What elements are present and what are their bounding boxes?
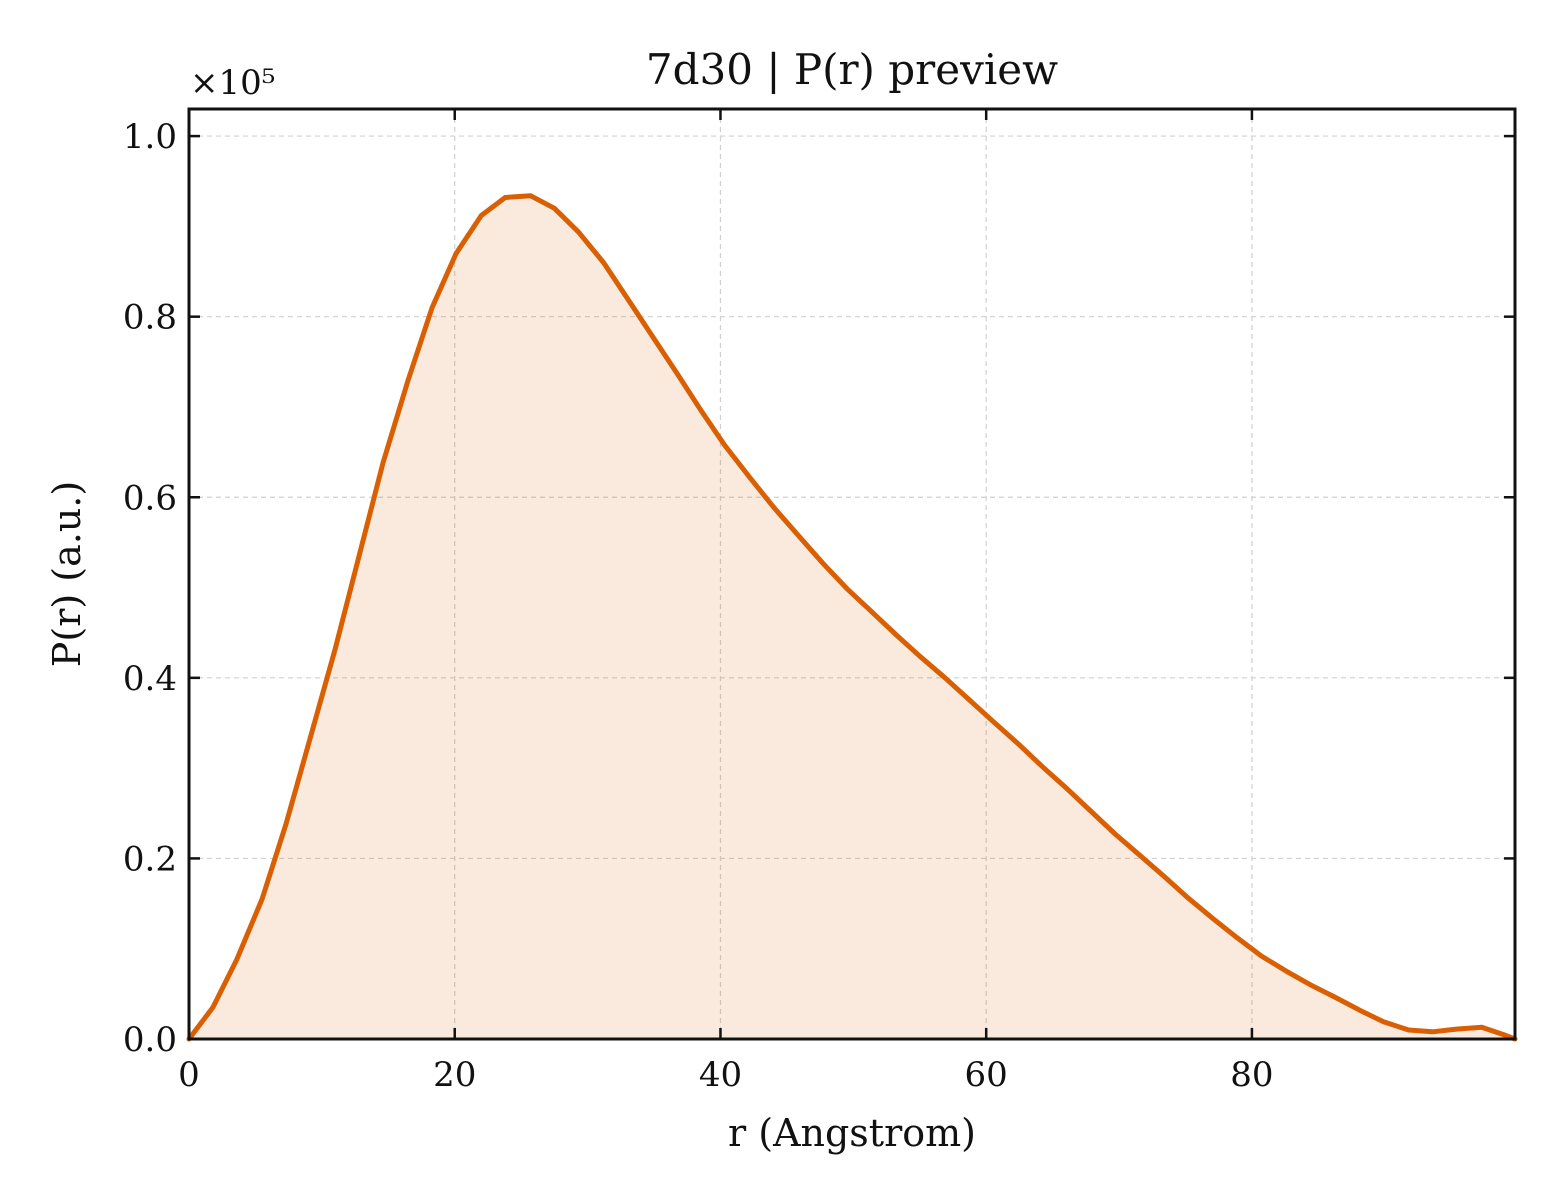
x-tick-label: 60 (965, 1055, 1008, 1095)
y-axis-label: P(r) (a.u.) (45, 481, 89, 667)
pr-series-line (186, 193, 1518, 1042)
y-tick-label: 0.0 (123, 1020, 177, 1060)
y-axis-offset-label: ×10⁵ (190, 63, 275, 103)
x-tick-label: 80 (1230, 1055, 1273, 1095)
pr-area-fill (189, 195, 1515, 1039)
grid-lines (189, 109, 1515, 1039)
axes-frame (187, 107, 1517, 1041)
y-tick-label: 0.2 (123, 839, 177, 879)
x-tick-label: 20 (433, 1055, 476, 1095)
plot-area (186, 193, 1518, 1042)
y-tick-label: 0.8 (123, 298, 177, 338)
chart-title: 7d30 | P(r) preview (646, 45, 1058, 94)
axis-ticks: 0 20 40 60 80 0.0 0.2 0.4 0.6 0.8 1.0 (123, 109, 1515, 1095)
y-tick-label: 0.6 (123, 478, 177, 518)
x-axis-label: r (Angstrom) (728, 1111, 976, 1155)
x-tick-label: 0 (178, 1055, 200, 1095)
y-tick-label: 0.4 (123, 659, 177, 699)
y-tick-label: 1.0 (123, 117, 177, 157)
x-tick-label: 40 (699, 1055, 742, 1095)
